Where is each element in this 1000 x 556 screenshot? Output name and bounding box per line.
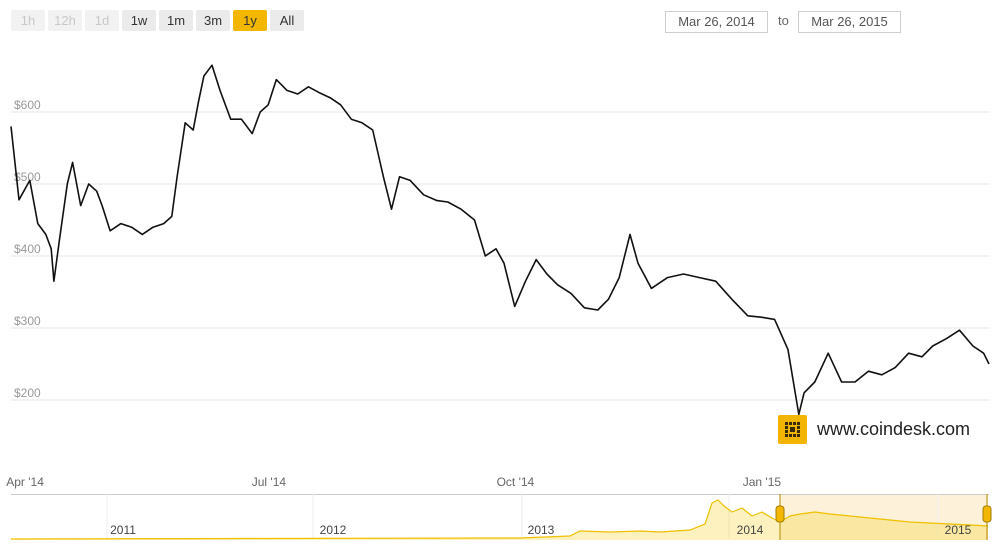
range-button-1d: 1d (85, 10, 119, 31)
x-tick-label: Oct '14 (497, 475, 535, 489)
y-tick-label: $400 (14, 242, 41, 256)
navigator-year-label: 2012 (320, 523, 347, 537)
navigator-chart[interactable]: 2011 2012 2013 2014 2015 (0, 494, 1000, 552)
x-tick-label: Jan '15 (743, 475, 782, 489)
x-tick-label: Apr '14 (6, 475, 44, 489)
range-button-1m[interactable]: 1m (159, 10, 193, 31)
price-line (10, 64, 990, 416)
range-button-all[interactable]: All (270, 10, 304, 31)
range-button-1h: 1h (11, 10, 45, 31)
price-chart: $200 $300 $400 $500 $600 Apr '14 Jul '14 Oct '1… (6, 64, 990, 489)
date-from-input[interactable]: Mar 26, 2014 (665, 11, 768, 33)
navigator-left-handle[interactable] (775, 505, 785, 523)
date-separator: to (778, 13, 789, 28)
y-tick-label: $600 (14, 98, 41, 112)
y-tick-label: $200 (14, 386, 41, 400)
y-tick-label: $500 (14, 170, 41, 184)
navigator-right-handle[interactable] (982, 505, 992, 523)
navigator-selection[interactable] (780, 494, 988, 540)
range-button-3m[interactable]: 3m (196, 10, 230, 31)
y-tick-label: $300 (14, 314, 41, 328)
x-tick-label: Jul '14 (252, 475, 287, 489)
navigator-year-label: 2011 (110, 523, 136, 537)
range-button-12h: 12h (48, 10, 82, 31)
navigator-year-label: 2013 (528, 523, 555, 537)
navigator-line (10, 499, 989, 540)
navigator-year-label: 2015 (945, 523, 972, 537)
navigator-year-label: 2014 (737, 523, 764, 537)
range-selector: 1h 12h 1d 1w 1m 3m 1y All (11, 10, 304, 31)
range-button-1y[interactable]: 1y (233, 10, 267, 31)
coindesk-url: www.coindesk.com (817, 419, 971, 439)
range-button-1w[interactable]: 1w (122, 10, 156, 31)
coindesk-watermark: www.coindesk.com (778, 415, 970, 444)
coindesk-logo-icon (778, 415, 807, 444)
date-to-input[interactable]: Mar 26, 2015 (798, 11, 901, 33)
